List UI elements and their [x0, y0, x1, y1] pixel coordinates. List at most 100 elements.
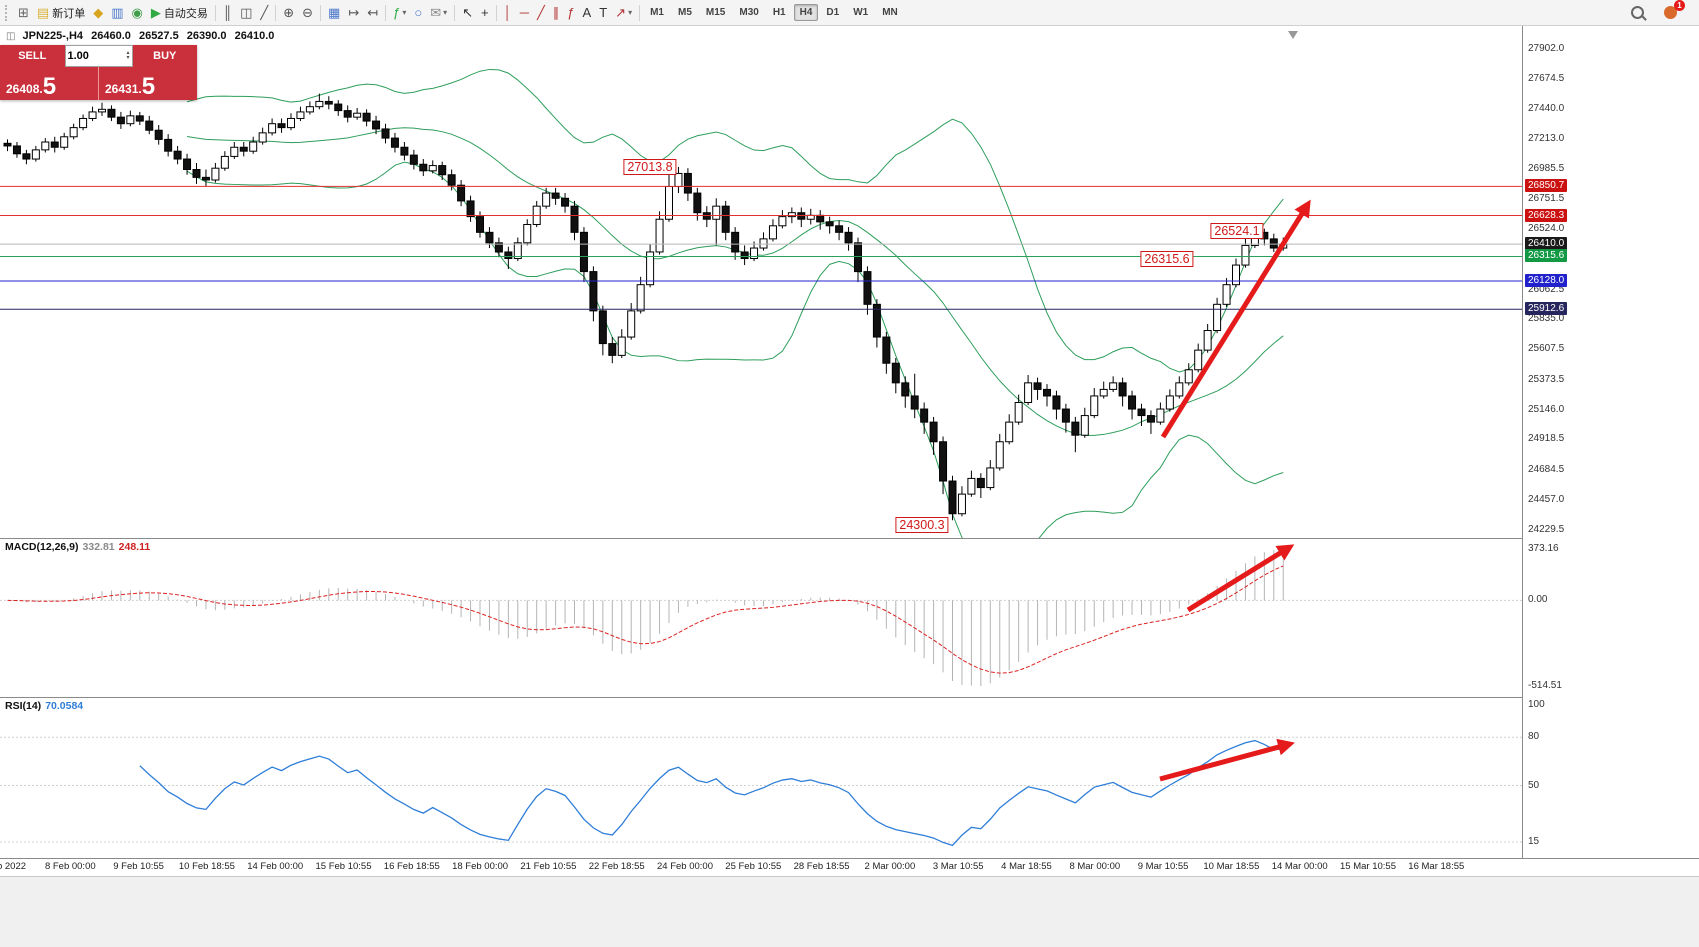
candle [910, 373, 919, 419]
candle [636, 276, 645, 314]
candle [778, 210, 787, 229]
price-annotation-27013[interactable]: 27013.8 [623, 159, 677, 175]
search-button[interactable] [1628, 3, 1647, 23]
main-chart[interactable] [0, 26, 1522, 538]
candle [1033, 377, 1042, 400]
candle [712, 198, 721, 246]
time-axis-label: 18 Feb 00:00 [452, 861, 509, 872]
auto-scroll-icon[interactable]: ↦ [345, 3, 362, 23]
axis-label: 25373.5 [1528, 373, 1565, 385]
arrows-icon[interactable]: ↗ ▾ [612, 3, 635, 23]
zoom-out-icon[interactable]: ⊖ [299, 3, 316, 23]
tile-windows-icon[interactable]: ▦ [325, 3, 343, 23]
buy-price[interactable]: 26431. 5 [99, 67, 197, 100]
candle [258, 127, 267, 145]
candle [1005, 414, 1014, 445]
chart-shift-marker-icon[interactable] [1288, 31, 1298, 39]
volume-stepper[interactable]: ▴ ▾ [126, 50, 130, 61]
candle [31, 145, 40, 162]
volume-increase-icon[interactable]: ▴ [126, 50, 130, 56]
macd-panel[interactable] [0, 538, 1522, 697]
text-icon[interactable]: A [580, 3, 595, 23]
candle [1071, 416, 1080, 453]
time-axis-label: 15 Mar 10:55 [1340, 861, 1396, 872]
candle [759, 232, 768, 251]
line-chart-icon[interactable]: ╱ [257, 3, 271, 23]
chart-window: 27902.0 27674.5 27440.0 27213.0 26985.5 26751… [0, 26, 1699, 947]
timeframe-m30[interactable]: M30 [739, 7, 759, 18]
candle [740, 245, 749, 266]
new-chart-icon: ⊞ [18, 4, 29, 20]
price-annotation-24300[interactable]: 24300.3 [895, 517, 949, 533]
candle [362, 109, 371, 127]
time-axis[interactable]: 7 Feb 2022 8 Feb 00:00 9 Feb 10:55 10 Feb 1… [0, 858, 1699, 876]
market-watch-icon[interactable]: ▥ [108, 3, 126, 23]
chart-shift-icon[interactable]: ↤ [364, 3, 381, 23]
indicators-icon[interactable]: ƒ ▾ [390, 3, 409, 23]
candle [504, 246, 513, 269]
candle [400, 142, 409, 161]
bar-chart-icon[interactable]: ║ [220, 3, 235, 23]
time-axis-label: 15 Feb 10:55 [315, 861, 372, 872]
channel-icon[interactable]: ∥ [550, 3, 563, 23]
chart-shift-icon: ↤ [367, 4, 379, 20]
candle [220, 151, 229, 171]
time-axis-label: 24 Feb 00:00 [657, 861, 713, 872]
vertical-line-icon[interactable]: │ [501, 3, 515, 23]
volume-decrease-icon[interactable]: ▾ [126, 55, 130, 61]
price-badge: 26315.6 [1525, 249, 1568, 263]
crosshair-icon[interactable]: + [478, 3, 492, 23]
candle [287, 113, 295, 131]
candle [381, 123, 390, 144]
rsi-line [139, 739, 1284, 847]
candle [1146, 410, 1155, 434]
candle [891, 357, 900, 394]
candle [1061, 403, 1070, 433]
objects-icon[interactable]: ✉ ▾ [427, 3, 450, 23]
candlestick-chart-icon[interactable]: ◫ [237, 3, 255, 23]
timeframe-w1[interactable]: W1 [853, 7, 869, 18]
new-chart-icon[interactable]: ⊞ [15, 3, 32, 23]
toolbar-grip[interactable] [5, 4, 11, 21]
fibonacci-icon[interactable]: ƒ [564, 3, 577, 23]
new-order-button[interactable]: ▤ 新订单 [34, 3, 88, 23]
time-axis-label: 8 Feb 00:00 [44, 861, 96, 872]
axis-label: 27440.0 [1528, 103, 1565, 115]
autotrading-button[interactable]: ▶ 自动交易 [148, 3, 211, 23]
price-annotation-26524[interactable]: 26524.1 [1210, 223, 1264, 239]
sell-button[interactable]: SELL [0, 45, 65, 67]
cycles-icon[interactable]: ○ [411, 3, 425, 23]
price-axis-border [1522, 26, 1523, 858]
candle [901, 376, 910, 408]
rsi-panel[interactable] [0, 697, 1522, 858]
candle [1043, 384, 1051, 407]
candlestick-chart-icon: ◫ [240, 4, 253, 20]
navigator-icon[interactable]: ◉ [129, 3, 146, 23]
sell-price[interactable]: 26408. 5 [0, 67, 99, 100]
vertical-line-icon: │ [503, 4, 512, 20]
panel-separator[interactable] [0, 697, 1699, 698]
label-icon[interactable]: T [596, 3, 610, 23]
buy-button[interactable]: BUY [132, 45, 197, 67]
notifications-button[interactable]: 1 [1661, 0, 1685, 23]
timeframe-h1[interactable]: H1 [772, 7, 786, 18]
timeframe-mn[interactable]: MN [882, 7, 898, 18]
price-annotation-26315[interactable]: 26315.6 [1140, 251, 1194, 267]
profiles-icon[interactable]: ◆ [90, 3, 106, 23]
panel-separator[interactable] [0, 538, 1699, 539]
timeframe-d1[interactable]: D1 [826, 7, 840, 18]
cursor-icon[interactable]: ↖ [459, 3, 476, 23]
price-axis[interactable]: 27902.0 27674.5 27440.0 27213.0 26985.5 26751… [1523, 26, 1699, 858]
timeframe-m15[interactable]: M15 [705, 7, 726, 18]
candle [608, 337, 617, 364]
timeframe-m1[interactable]: M1 [650, 7, 664, 18]
horizontal-line-icon[interactable]: ─ [517, 3, 532, 23]
timeframe-h4[interactable]: H4 [793, 4, 819, 21]
zoom-in-icon[interactable]: ⊕ [280, 3, 297, 23]
volume-field[interactable]: 1.00 ▴ ▾ [64, 45, 133, 67]
timeframe-m5[interactable]: M5 [678, 7, 692, 18]
candle [494, 237, 503, 258]
trendline-icon[interactable]: ╱ [534, 3, 548, 23]
dropdown-caret-icon: ▾ [443, 8, 448, 17]
axis-label: 15 [1528, 835, 1540, 847]
